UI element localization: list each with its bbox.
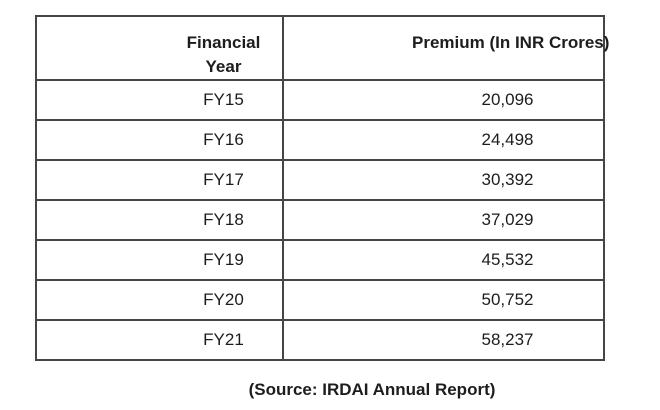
column-header-financial-year: Financial Year	[35, 15, 284, 81]
premium-cell: 37,029	[282, 199, 605, 241]
source-caption: (Source: IRDAI Annual Report)	[248, 380, 496, 399]
table-row: FY19 45,532	[35, 239, 605, 281]
year-cell: FY21	[35, 319, 284, 361]
column-header-premium: Premium (In INR Crores)	[282, 15, 609, 81]
table-row: FY17 30,392	[35, 159, 605, 201]
premium-table: Financial Year Premium (In INR Crores) F…	[35, 15, 609, 361]
table-row: FY20 50,752	[35, 279, 605, 321]
premium-cell: 30,392	[282, 159, 605, 201]
premium-cell: 20,096	[282, 79, 605, 121]
table-row: FY18 37,029	[35, 199, 605, 241]
year-cell: FY16	[35, 119, 284, 161]
year-cell: FY18	[35, 199, 284, 241]
year-cell: FY15	[35, 79, 284, 121]
year-cell: FY17	[35, 159, 284, 201]
table-row: FY16 24,498	[35, 119, 605, 161]
table-row: FY21 58,237	[35, 319, 605, 361]
premium-cell: 58,237	[282, 319, 605, 361]
year-cell: FY19	[35, 239, 284, 281]
column-header-financial-year-label: Financial Year	[186, 33, 261, 76]
table-row: FY15 20,096	[35, 79, 605, 121]
table-header-row: Financial Year Premium (In INR Crores)	[35, 15, 609, 81]
year-cell: FY20	[35, 279, 284, 321]
premium-cell: 50,752	[282, 279, 605, 321]
premium-cell: 45,532	[282, 239, 605, 281]
premium-cell: 24,498	[282, 119, 605, 161]
